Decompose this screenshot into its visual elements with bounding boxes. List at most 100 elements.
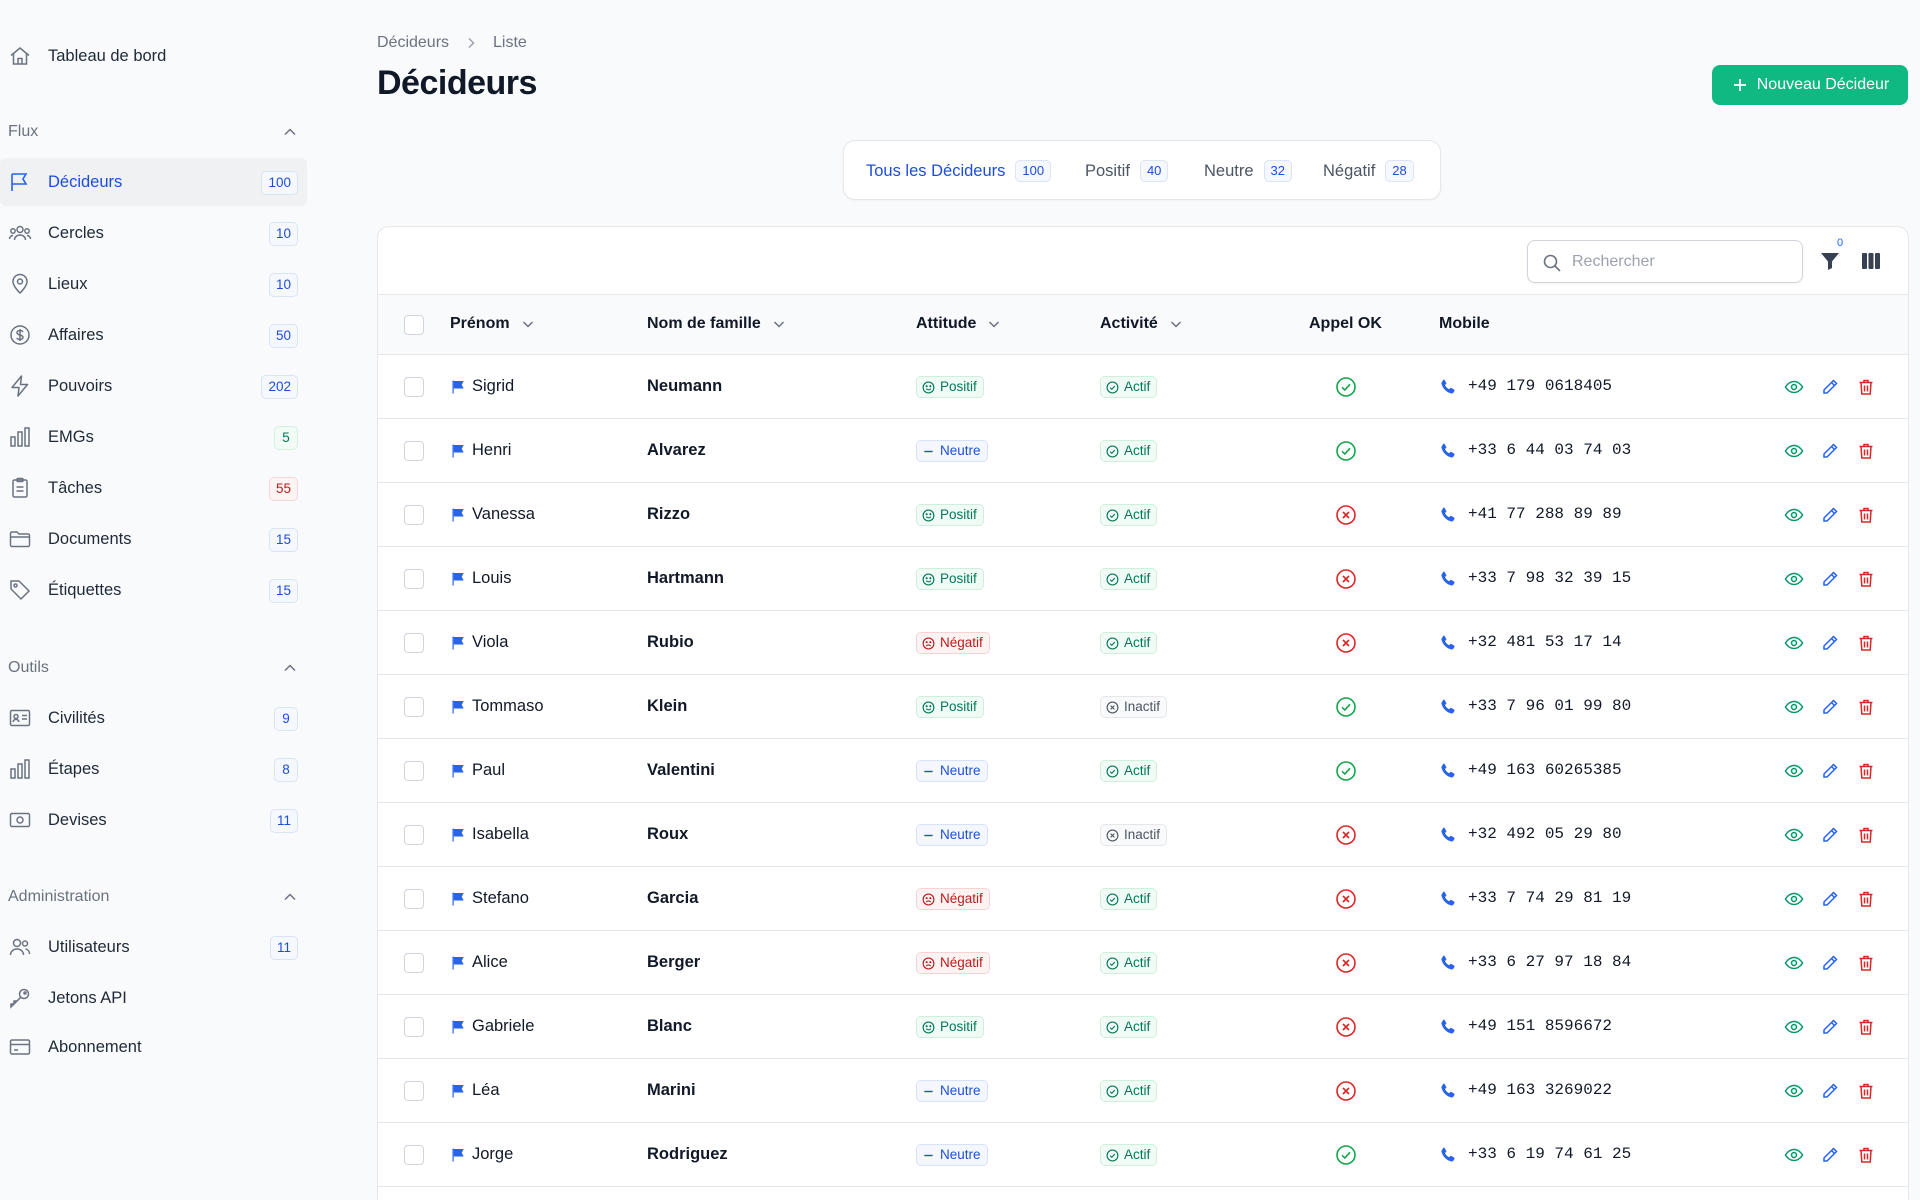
phone-icon[interactable]: [1439, 506, 1457, 524]
column-attitude[interactable]: Attitude: [916, 315, 1002, 333]
phone-icon[interactable]: [1439, 378, 1457, 396]
sidebar-item-civilites[interactable]: Civilités 9: [0, 694, 307, 742]
eye-icon[interactable]: [1784, 505, 1804, 525]
row-checkbox[interactable]: [404, 697, 424, 717]
eye-icon[interactable]: [1784, 1017, 1804, 1037]
pencil-icon[interactable]: [1820, 761, 1840, 781]
sidebar-item-documents[interactable]: Documents 15: [0, 515, 307, 563]
eye-icon[interactable]: [1784, 697, 1804, 717]
row-checkbox[interactable]: [404, 505, 424, 525]
pencil-icon[interactable]: [1820, 569, 1840, 589]
trash-icon[interactable]: [1856, 889, 1876, 909]
phone-icon[interactable]: [1439, 826, 1457, 844]
table-row[interactable]: Vanessa Rizzo Positif Actif +41 77 288 89 89: [378, 483, 1908, 547]
trash-icon[interactable]: [1856, 953, 1876, 973]
sidebar-item-devises[interactable]: Devises 11: [0, 796, 307, 844]
row-checkbox[interactable]: [404, 889, 424, 909]
phone-icon[interactable]: [1439, 570, 1457, 588]
section-outils[interactable]: Outils: [8, 656, 300, 680]
sidebar-item-utilisateurs[interactable]: Utilisateurs 11: [0, 923, 307, 971]
column-nom[interactable]: Nom de famille: [647, 315, 787, 333]
chevron-up-icon[interactable]: [280, 658, 300, 678]
sidebar-item-etapes[interactable]: Étapes 8: [0, 745, 307, 793]
eye-icon[interactable]: [1784, 569, 1804, 589]
pencil-icon[interactable]: [1820, 505, 1840, 525]
new-decideur-button[interactable]: Nouveau Décideur: [1712, 65, 1908, 105]
mobile-number[interactable]: +41 77 288 89 89: [1468, 505, 1622, 523]
breadcrumb-link[interactable]: Décideurs: [377, 34, 450, 51]
row-checkbox[interactable]: [404, 633, 424, 653]
sidebar-item-emgs[interactable]: EMGs 5: [0, 413, 307, 461]
mobile-number[interactable]: +49 179 0618405: [1468, 377, 1613, 395]
phone-icon[interactable]: [1439, 762, 1457, 780]
eye-icon[interactable]: [1784, 1145, 1804, 1165]
pencil-icon[interactable]: [1820, 377, 1840, 397]
table-row[interactable]: Jorge Rodriguez Neutre Actif +33 6 19 74 61 …: [378, 1123, 1908, 1187]
trash-icon[interactable]: [1856, 1081, 1876, 1101]
columns-icon[interactable]: [1859, 249, 1883, 273]
eye-icon[interactable]: [1784, 377, 1804, 397]
mobile-number[interactable]: +33 6 27 97 18 84: [1468, 953, 1632, 971]
trash-icon[interactable]: [1856, 697, 1876, 717]
table-row[interactable]: Tommaso Klein Positif Inactif +33 7 96 01 99…: [378, 675, 1908, 739]
mobile-number[interactable]: +32 481 53 17 14: [1468, 633, 1622, 651]
eye-icon[interactable]: [1784, 633, 1804, 653]
row-checkbox[interactable]: [404, 1081, 424, 1101]
table-row[interactable]: Gabriele Blanc Positif Actif +49 151 8596672: [378, 995, 1908, 1059]
pencil-icon[interactable]: [1820, 889, 1840, 909]
pencil-icon[interactable]: [1820, 1017, 1840, 1037]
mobile-number[interactable]: +33 6 19 74 61 25: [1468, 1145, 1632, 1163]
eye-icon[interactable]: [1784, 889, 1804, 909]
sidebar-item-cercles[interactable]: Cercles 10: [0, 209, 307, 257]
table-row[interactable]: Henri Alvarez Neutre Actif +33 6 44 03 74 03: [378, 419, 1908, 483]
table-row[interactable]: Isabella Roux Neutre Inactif +32 492 05 29 8…: [378, 803, 1908, 867]
row-checkbox[interactable]: [404, 953, 424, 973]
row-checkbox[interactable]: [404, 825, 424, 845]
sidebar-item-decideurs[interactable]: Décideurs 100: [0, 158, 307, 206]
eye-icon[interactable]: [1784, 761, 1804, 781]
table-row[interactable]: Sigrid Neumann Positif Actif +49 179 0618405: [378, 355, 1908, 419]
eye-icon[interactable]: [1784, 441, 1804, 461]
pencil-icon[interactable]: [1820, 441, 1840, 461]
trash-icon[interactable]: [1856, 441, 1876, 461]
row-checkbox[interactable]: [404, 1017, 424, 1037]
column-prenom[interactable]: Prénom: [450, 315, 536, 333]
pencil-icon[interactable]: [1820, 1081, 1840, 1101]
sidebar-item-taches[interactable]: Tâches 55: [0, 464, 307, 512]
section-flux[interactable]: Flux: [8, 120, 300, 144]
phone-icon[interactable]: [1439, 890, 1457, 908]
pencil-icon[interactable]: [1820, 633, 1840, 653]
phone-icon[interactable]: [1439, 634, 1457, 652]
trash-icon[interactable]: [1856, 633, 1876, 653]
phone-icon[interactable]: [1439, 698, 1457, 716]
column-activite[interactable]: Activité: [1100, 315, 1184, 333]
table-row[interactable]: Paul Valentini Neutre Actif +49 163 60265385: [378, 739, 1908, 803]
mobile-number[interactable]: +49 151 8596672: [1468, 1017, 1613, 1035]
row-checkbox[interactable]: [404, 377, 424, 397]
pencil-icon[interactable]: [1820, 1145, 1840, 1165]
trash-icon[interactable]: [1856, 1017, 1876, 1037]
trash-icon[interactable]: [1856, 569, 1876, 589]
table-row[interactable]: Louis Hartmann Positif Actif +33 7 98 32 39 …: [378, 547, 1908, 611]
tab-positif[interactable]: Positif 40: [1077, 155, 1176, 187]
tab-neutre[interactable]: Neutre 32: [1196, 155, 1300, 187]
trash-icon[interactable]: [1856, 1145, 1876, 1165]
tab-tous[interactable]: Tous les Décideurs 100: [858, 155, 1060, 187]
pencil-icon[interactable]: [1820, 953, 1840, 973]
mobile-number[interactable]: +32 492 05 29 80: [1468, 825, 1622, 843]
sidebar-item-affaires[interactable]: Affaires 50: [0, 311, 307, 359]
select-all-checkbox[interactable]: [404, 315, 424, 335]
mobile-number[interactable]: +33 7 98 32 39 15: [1468, 569, 1632, 587]
row-checkbox[interactable]: [404, 1145, 424, 1165]
table-row[interactable]: Léa Marini Neutre Actif +49 163 3269022: [378, 1059, 1908, 1123]
pencil-icon[interactable]: [1820, 697, 1840, 717]
trash-icon[interactable]: [1856, 505, 1876, 525]
phone-icon[interactable]: [1439, 1146, 1457, 1164]
trash-icon[interactable]: [1856, 761, 1876, 781]
trash-icon[interactable]: [1856, 825, 1876, 845]
pencil-icon[interactable]: [1820, 825, 1840, 845]
sidebar-item-jetons-api[interactable]: Jetons API: [0, 974, 307, 1022]
filter-icon[interactable]: [1818, 249, 1842, 273]
sidebar-item-lieux[interactable]: Lieux 10: [0, 260, 307, 308]
phone-icon[interactable]: [1439, 1018, 1457, 1036]
